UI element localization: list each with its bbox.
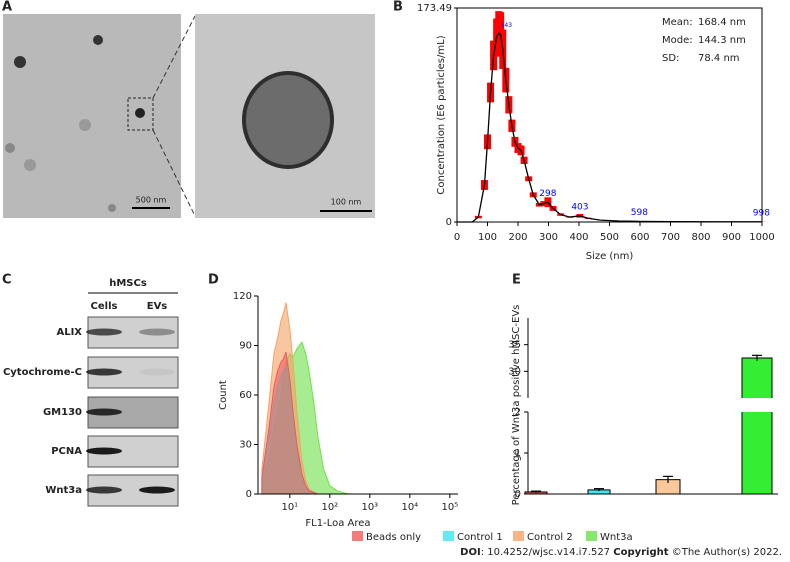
vesicle (108, 204, 116, 212)
x-tick-label: 200 (508, 232, 527, 243)
y-axis-label: Percentage of Wnt3a positive hMSC-EVs (511, 305, 522, 506)
blot-band (139, 486, 175, 494)
vesicle (5, 143, 15, 153)
x-axis-label: FL1-Loa Area (305, 518, 370, 529)
y-tick-label: 0 (446, 217, 452, 228)
blot-label: ALIX (56, 327, 82, 338)
peak-label: 403 (571, 202, 588, 212)
x-axis-label: Size (nm) (586, 251, 634, 262)
x-tick-label: 1000 (749, 232, 774, 243)
blot-column: EVs (147, 301, 168, 312)
y-tick-label: 60 (239, 390, 252, 401)
stat-value: 78.4 nm (698, 53, 740, 64)
legend-swatch (586, 531, 597, 541)
blot-band (139, 368, 175, 376)
blot-band (86, 408, 122, 416)
blot-label: Wnt3a (45, 485, 82, 496)
zoom-box (127, 97, 154, 131)
zoom-line (152, 15, 196, 99)
footer-doi: : 10.4252/wjsc.v14.i7.527 (481, 547, 614, 558)
blot-label: Cytochrome-C (3, 367, 82, 378)
blot-band (86, 447, 122, 455)
x-tick-label: 600 (630, 232, 649, 243)
x-tick-label: 500 (600, 232, 619, 243)
stat-value: 144.3 nm (698, 35, 746, 46)
blot-band (139, 328, 175, 336)
footer-copyright: ©The Author(s) 2022. (669, 547, 782, 558)
footer-copyright-label: Copyright (613, 547, 669, 558)
y-tick-label: 0 (246, 489, 252, 500)
vesicle (135, 108, 145, 118)
x-tick-label: 100 (478, 232, 497, 243)
panel-label: C (2, 273, 12, 288)
tem-images: 500 nm 100 nm (3, 14, 375, 218)
x-tick-label: 700 (661, 232, 680, 243)
blot-label: GM130 (43, 407, 82, 418)
peak-label: 998 (753, 208, 770, 218)
y-axis-label: Concentration (E6 particles/mL) (436, 35, 447, 194)
vesicle (24, 159, 36, 171)
panel-label: B (393, 0, 403, 15)
size-distribution (457, 32, 762, 223)
stat-label: Mean: (662, 17, 693, 28)
y-tick-label: 30 (239, 440, 252, 451)
x-tick-label: 900 (722, 232, 741, 243)
x-tick-label: 800 (691, 232, 710, 243)
y-tick-label: 2 (515, 407, 521, 418)
axis-break (741, 398, 773, 412)
vesicle (93, 35, 103, 45)
y-tick-label: 90 (239, 341, 252, 352)
legend-swatch (443, 531, 454, 541)
bar (741, 357, 773, 495)
x-tick-label: 10⁴ (401, 502, 418, 513)
tem-overview (3, 14, 181, 218)
peak-label: 298 (539, 189, 556, 199)
legend-swatch (352, 531, 363, 541)
y-tick-label: 30 (508, 366, 521, 377)
y-tick-label: 120 (233, 291, 252, 302)
legend-label: Control 1 (457, 532, 503, 543)
y-axis-label: Count (218, 380, 229, 410)
legend-label: Wnt3a (600, 532, 633, 543)
blot-band (86, 368, 122, 376)
stat-value: 168.4 nm (698, 17, 746, 28)
panel-label: E (512, 273, 521, 288)
scale-bar-label: 100 nm (331, 198, 362, 207)
stat-label: SD: (662, 53, 679, 64)
x-tick-label: 400 (569, 232, 588, 243)
y-tick-label: 35 (508, 340, 521, 351)
x-tick-label: 300 (539, 232, 558, 243)
peak-label: 598 (631, 208, 648, 218)
panel-label: D (208, 273, 219, 288)
blot-label: PCNA (51, 446, 82, 457)
peak-label: 143 (501, 22, 513, 29)
x-tick-label: 10¹ (281, 502, 298, 513)
scale-bar-label: 500 nm (136, 196, 167, 205)
stat-label: Mode: (662, 35, 693, 46)
legend-swatch (513, 531, 524, 541)
vesicle (14, 56, 26, 68)
x-tick-label: 0 (454, 232, 460, 243)
legend-label: Control 2 (527, 532, 573, 543)
footer: DOI: 10.4252/wjsc.v14.i7.527 Copyright ©… (460, 547, 782, 558)
footer-doi-label: DOI (460, 547, 481, 558)
y-tick-label: 1 (515, 448, 521, 459)
blot-band (86, 328, 122, 336)
legend-label: Beads only (366, 532, 421, 543)
vesicle (242, 71, 334, 169)
blot-band (86, 486, 122, 494)
x-tick-label: 10³ (361, 502, 378, 513)
blot-column: Cells (91, 301, 118, 312)
panel-label: A (2, 0, 12, 15)
y-tick-label: 173.49 (417, 3, 452, 14)
y-tick-label: 0 (515, 489, 521, 500)
vesicle (79, 119, 91, 131)
x-tick-label: 10⁵ (441, 502, 458, 513)
x-tick-label: 10² (321, 502, 338, 513)
blot-group: hMSCs (109, 278, 147, 289)
